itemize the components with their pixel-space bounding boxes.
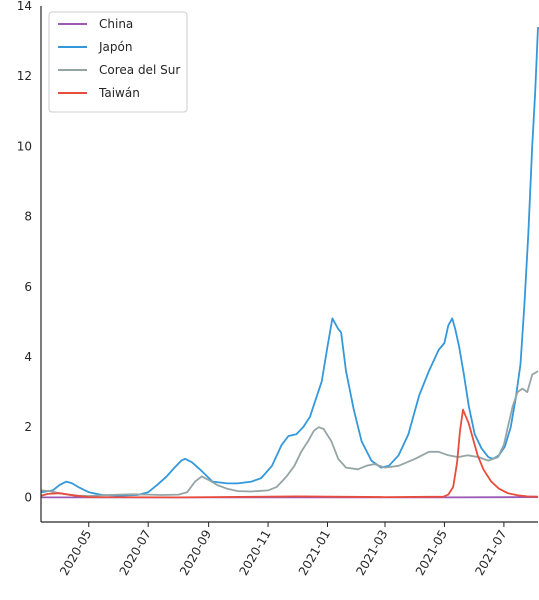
x-tick-label: 2021-05 (413, 528, 450, 578)
legend-label-3: Taiwán (98, 86, 140, 100)
legend-label-2: Corea del Sur (99, 63, 180, 77)
y-tick-label: 4 (24, 350, 32, 364)
legend: China Japón Corea del Sur Taiwán (48, 11, 188, 113)
legend-label-0: China (99, 17, 133, 31)
series-line-2 (40, 370, 539, 497)
y-tick-label: 10 (17, 139, 32, 153)
x-tick-label: 2020-09 (177, 528, 214, 578)
series-line-1 (40, 27, 539, 497)
x-tick-label: 2020-07 (117, 528, 154, 578)
series-line-3 (40, 408, 539, 499)
x-tick-label: 2020-05 (57, 528, 94, 578)
y-tick-label: 0 (24, 490, 32, 504)
legend-label-1: Japón (98, 40, 132, 54)
y-tick-label: 14 (17, 0, 32, 13)
y-tick-label: 12 (17, 69, 32, 83)
y-tick-label: 8 (24, 210, 32, 224)
legend-box (48, 11, 188, 113)
y-tick-label: 2 (24, 420, 32, 434)
x-tick-label: 2020-11 (236, 528, 273, 578)
y-tick-label: 6 (24, 280, 32, 294)
x-tick-label: 2021-07 (472, 528, 509, 578)
x-tick-label: 2021-01 (296, 528, 333, 578)
series-lines (40, 27, 539, 499)
x-tick-label: 2021-03 (353, 528, 390, 578)
